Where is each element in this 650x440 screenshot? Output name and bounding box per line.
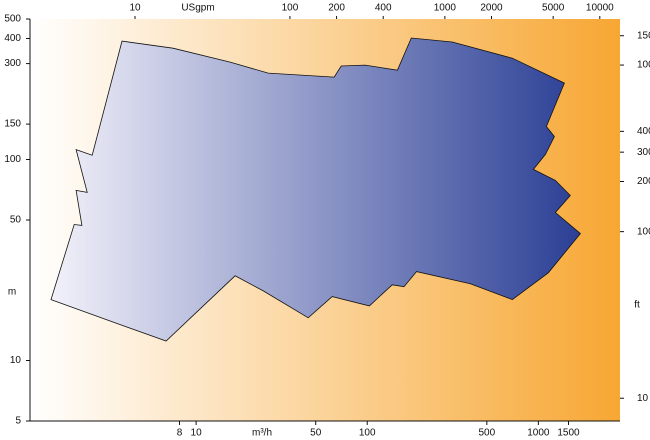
x-tick-label: 10: [191, 428, 203, 439]
y2-tick-label: 400: [637, 126, 650, 137]
y-tick-label: 500: [4, 14, 21, 25]
x2-tick-label: 200: [328, 3, 345, 14]
y-tick-label: 150: [4, 119, 21, 130]
y-axis-label: m: [8, 287, 16, 298]
x-axis-label: m³/h: [252, 428, 272, 439]
x2-tick-label: 10: [129, 3, 141, 14]
x-tick-label: 100: [359, 428, 376, 439]
x-tick-label: 8: [177, 428, 183, 439]
x-tick-label: 500: [478, 428, 495, 439]
y2-tick-label: 1500: [637, 30, 650, 41]
y2-tick-label: 100: [637, 226, 650, 237]
x2-tick-label: 5000: [542, 3, 565, 14]
x-tick-label: 1000: [527, 428, 550, 439]
y-tick-label: 100: [4, 154, 21, 165]
x2-tick-label: 2000: [480, 3, 503, 14]
y-tick-label: 5: [15, 416, 21, 427]
y2-tick-label: 300: [637, 147, 650, 158]
x-tick-label: 1500: [557, 428, 580, 439]
y-tick-label: 50: [10, 215, 22, 226]
performance-area: [50, 37, 581, 342]
x2-tick-label: 400: [375, 3, 392, 14]
y2-tick-label: 200: [637, 176, 650, 187]
x2-tick-label: 100: [282, 3, 299, 14]
y-tick-label: 400: [4, 33, 21, 44]
y2-tick-label: 1000: [637, 60, 650, 71]
x2-axis-label: USgpm: [181, 3, 214, 14]
y-tick-label: 10: [10, 355, 22, 366]
y2-axis-label: ft: [634, 300, 640, 311]
x2-tick-label: 1000: [434, 3, 457, 14]
x-tick-label: 50: [310, 428, 322, 439]
x2-tick-label: 10000: [586, 3, 614, 14]
y-tick-label: 300: [4, 58, 21, 69]
y2-tick-label: 10: [637, 393, 649, 404]
